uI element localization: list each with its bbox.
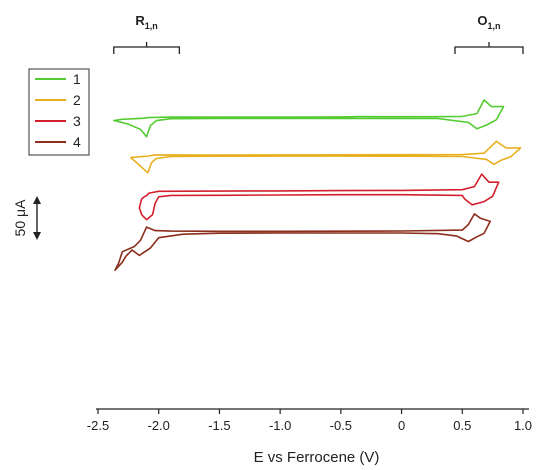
bracket-oxidation-letter: O [477,13,487,28]
x-tick-label: -0.5 [330,418,352,433]
bracket-oxidation-label: O1,n [477,13,500,31]
scale-bar-arrow-bottom [33,232,41,240]
bracket-reduction-label: R1,n [135,13,157,31]
bracket-reduction-line [113,42,181,54]
bracket-reduction-subscript: 1,n [145,21,158,31]
cv-curve-4 [114,213,491,271]
x-tick-label: 1.0 [514,418,532,433]
bracket-reduction-letter: R [135,13,145,28]
scale-bar: 50 μA [12,196,41,240]
cv-curve-2 [130,140,522,174]
bracket-reduction: R1,n [113,13,181,54]
x-axis-title: E vs Ferrocene (V) [254,449,380,466]
x-tick-label: 0.5 [453,418,471,433]
bracket-oxidation-line [454,42,524,54]
legend-box [28,68,90,156]
legend-label-1: 1 [73,71,81,87]
bracket-oxidation-subscript: 1,n [488,21,501,31]
x-tick-label: -1.0 [269,418,291,433]
x-tick-label: -2.0 [148,418,170,433]
cv-curve-3 [138,173,500,221]
x-tick-label: -1.5 [208,418,230,433]
x-tick-label: 0 [398,418,405,433]
legend: 1 2 3 4 [28,68,90,156]
x-tick-label: -2.5 [87,418,109,433]
scale-bar-arrow-top [33,196,41,204]
scale-bar-label: 50 μA [12,199,28,237]
series-group [113,99,522,271]
legend-label-3: 3 [73,113,81,129]
bracket-oxidation: O1,n [454,13,524,54]
legend-label-4: 4 [73,134,81,150]
legend-label-2: 2 [73,92,81,108]
x-axis: -2.5 -2.0 -1.5 -1.0 -0.5 0 0.5 1.0 E vs Ferroce… [87,408,532,466]
cv-curve-1 [113,99,505,138]
